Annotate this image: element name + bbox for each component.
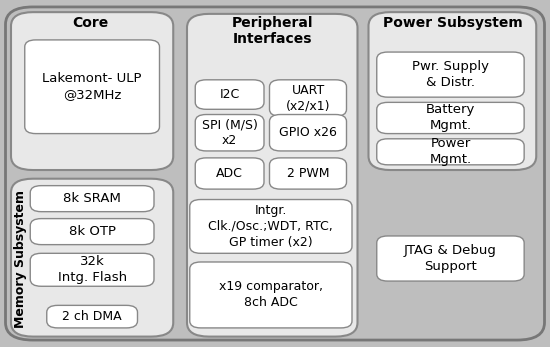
FancyBboxPatch shape [368,12,536,170]
FancyBboxPatch shape [270,80,346,116]
Text: Core: Core [73,16,109,29]
Text: x19 comparator,
8ch ADC: x19 comparator, 8ch ADC [219,280,323,310]
Text: Pwr. Supply
& Distr.: Pwr. Supply & Distr. [412,60,489,89]
Text: ADC: ADC [216,167,243,180]
FancyBboxPatch shape [11,12,173,170]
FancyBboxPatch shape [30,253,154,286]
FancyBboxPatch shape [377,102,524,134]
FancyBboxPatch shape [25,40,160,134]
Text: 2 ch DMA: 2 ch DMA [62,310,122,323]
FancyBboxPatch shape [30,219,154,245]
Text: 2 PWM: 2 PWM [287,167,329,180]
Text: SPI (M/S)
x2: SPI (M/S) x2 [202,118,257,147]
FancyBboxPatch shape [377,236,524,281]
Text: 8k OTP: 8k OTP [69,225,116,238]
Text: Peripheral
Interfaces: Peripheral Interfaces [232,16,313,46]
Text: UART
(x2/x1): UART (x2/x1) [286,84,330,112]
FancyBboxPatch shape [187,14,358,337]
FancyBboxPatch shape [190,200,352,253]
FancyBboxPatch shape [195,158,264,189]
Text: Power Subsystem: Power Subsystem [383,16,522,29]
Text: GPIO x26: GPIO x26 [279,126,337,139]
Text: Lakemont- ULP
@32MHz: Lakemont- ULP @32MHz [42,72,142,101]
FancyBboxPatch shape [30,186,154,212]
FancyBboxPatch shape [11,179,173,337]
FancyBboxPatch shape [190,262,352,328]
Text: Battery
Mgmt.: Battery Mgmt. [426,103,475,133]
Text: 8k SRAM: 8k SRAM [63,192,121,205]
Text: Power
Mgmt.: Power Mgmt. [430,137,471,166]
FancyBboxPatch shape [377,52,524,97]
FancyBboxPatch shape [377,139,524,165]
Text: 32k
Intg. Flash: 32k Intg. Flash [58,255,126,284]
Text: I2C: I2C [219,88,240,101]
FancyBboxPatch shape [6,7,544,340]
Text: JTAG & Debug
Support: JTAG & Debug Support [404,244,497,273]
FancyBboxPatch shape [195,115,264,151]
FancyBboxPatch shape [47,305,138,328]
Text: Intgr.
Clk./Osc.;WDT, RTC,
GP timer (x2): Intgr. Clk./Osc.;WDT, RTC, GP timer (x2) [208,204,333,249]
Text: Memory Subsystem: Memory Subsystem [14,189,27,328]
FancyBboxPatch shape [270,158,346,189]
FancyBboxPatch shape [270,115,346,151]
FancyBboxPatch shape [195,80,264,109]
